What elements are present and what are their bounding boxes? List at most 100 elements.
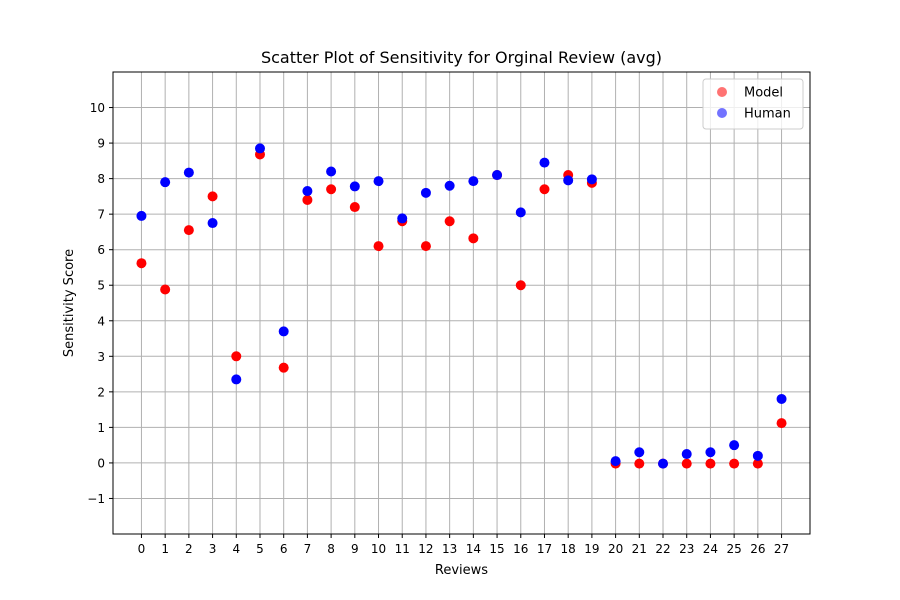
- x-tick-label: 13: [442, 542, 457, 556]
- model-point: [539, 184, 550, 195]
- y-tick-label: 1: [97, 421, 105, 435]
- model-point: [160, 284, 171, 295]
- x-tick-label: 9: [351, 542, 359, 556]
- human-point: [752, 450, 763, 461]
- human-point: [515, 207, 526, 218]
- human-point: [444, 180, 455, 191]
- x-axis-label: Reviews: [435, 563, 488, 578]
- human-point: [397, 213, 408, 224]
- y-tick-label: 5: [97, 279, 105, 293]
- human-point: [326, 166, 337, 177]
- series-model: [136, 149, 787, 469]
- human-point: [468, 176, 479, 187]
- human-point: [658, 458, 669, 469]
- y-tick-label: 6: [97, 243, 105, 257]
- legend-marker-human: [717, 108, 727, 118]
- y-axis-label: Sensitivity Score: [62, 249, 77, 357]
- grid-layer: [113, 72, 810, 534]
- series-human: [136, 143, 787, 469]
- x-tick-label: 24: [703, 542, 718, 556]
- y-tick-label: 2: [97, 385, 105, 399]
- human-point: [729, 440, 740, 451]
- human-point: [705, 447, 716, 458]
- points-layer: [136, 143, 787, 469]
- human-point: [254, 143, 265, 154]
- x-tick-label: 25: [726, 542, 741, 556]
- y-tick-label: 8: [97, 172, 105, 186]
- x-tick-label: 1: [161, 542, 169, 556]
- y-tick-label: 4: [97, 314, 105, 328]
- x-tick-label: 26: [750, 542, 765, 556]
- model-point: [302, 194, 313, 205]
- x-tick-label: 16: [513, 542, 528, 556]
- model-point: [468, 233, 479, 244]
- x-tick-label: 10: [371, 542, 386, 556]
- x-tick-label: 3: [209, 542, 217, 556]
- human-point: [681, 449, 692, 460]
- x-tick-label: 7: [304, 542, 312, 556]
- legend-label-human: Human: [744, 107, 791, 122]
- model-point: [183, 225, 194, 236]
- x-tick-label: 21: [632, 542, 647, 556]
- model-point: [373, 241, 384, 252]
- y-tick-label: 0: [97, 456, 105, 470]
- model-point: [420, 241, 431, 252]
- x-tick-label: 17: [537, 542, 552, 556]
- y-tick-label: 10: [90, 101, 105, 115]
- model-point: [681, 458, 692, 469]
- y-tick-label: 9: [97, 137, 105, 151]
- model-point: [776, 418, 787, 429]
- legend: Model Human: [702, 78, 804, 130]
- human-point: [302, 186, 313, 197]
- x-tick-label: 8: [327, 542, 335, 556]
- x-tick-label: 4: [232, 542, 240, 556]
- x-tick-label: 11: [395, 542, 410, 556]
- y-tick-label: 7: [97, 208, 105, 222]
- x-tick-label: 5: [256, 542, 264, 556]
- model-point: [136, 258, 147, 269]
- y-tick-label: −1: [87, 492, 105, 506]
- x-tick-label: 15: [489, 542, 504, 556]
- x-tick-label: 0: [138, 542, 146, 556]
- x-tick-label: 20: [608, 542, 623, 556]
- legend-box: [702, 78, 804, 130]
- ticks-layer: 0 1 2 3 4 5 6 7 8 9 10 11 12 13 14 15 16 17 18 19 20 21 22 23 24…: [87, 101, 789, 556]
- model-point: [326, 184, 337, 195]
- x-tick-label: 18: [561, 542, 576, 556]
- human-point: [160, 177, 171, 188]
- human-point: [231, 374, 242, 385]
- model-point: [729, 458, 740, 469]
- plot-frame: [112, 71, 811, 535]
- model-point: [444, 216, 455, 227]
- model-point: [752, 458, 763, 469]
- human-point: [183, 167, 194, 178]
- legend-items: Model Human: [717, 86, 791, 122]
- human-point: [586, 174, 597, 185]
- legend-label-model: Model: [744, 86, 783, 101]
- x-tick-label: 2: [185, 542, 193, 556]
- x-tick-label: 19: [584, 542, 599, 556]
- chart-title: Scatter Plot of Sensitivity for Orginal …: [261, 48, 662, 67]
- y-tick-label: 3: [97, 350, 105, 364]
- human-point: [420, 187, 431, 198]
- model-point: [705, 458, 716, 469]
- human-point: [563, 175, 574, 186]
- human-point: [349, 181, 360, 192]
- human-point: [776, 393, 787, 404]
- x-tick-label: 27: [774, 542, 789, 556]
- x-tick-label: 12: [418, 542, 433, 556]
- human-point: [136, 210, 147, 221]
- x-tick-label: 6: [280, 542, 288, 556]
- model-point: [278, 362, 289, 373]
- model-point: [349, 202, 360, 213]
- human-point: [207, 218, 218, 229]
- x-tick-label: 23: [679, 542, 694, 556]
- human-point: [373, 176, 384, 187]
- human-point: [492, 170, 503, 181]
- human-point: [278, 326, 289, 337]
- model-point: [634, 458, 645, 469]
- model-point: [515, 280, 526, 291]
- legend-marker-model: [717, 87, 727, 97]
- x-tick-label: 14: [466, 542, 481, 556]
